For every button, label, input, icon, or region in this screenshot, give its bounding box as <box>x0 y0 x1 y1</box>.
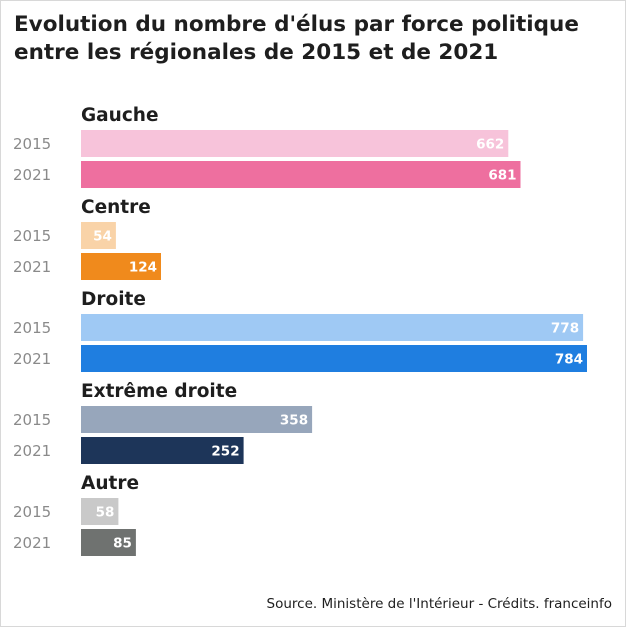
value-label-extreme-droite-2021: 252 <box>211 444 239 460</box>
bar-centre-2021 <box>81 253 161 280</box>
bar-gauche-2021 <box>81 161 521 188</box>
value-label-autre-2015: 58 <box>96 505 115 521</box>
group-label-centre: Centre <box>81 197 151 218</box>
bar-extreme-droite-2021 <box>81 437 244 464</box>
chart-title-line-2: entre les régionales de 2015 et de 2021 <box>14 40 499 65</box>
year-label-centre-2021: 2021 <box>13 258 51 276</box>
bar-extreme-droite-2015 <box>81 406 313 433</box>
chart-title-line-1: Evolution du nombre d'élus par force pol… <box>14 12 579 37</box>
year-label-gauche-2021: 2021 <box>13 166 51 184</box>
value-label-gauche-2021: 681 <box>488 168 516 184</box>
year-label-droite-2021: 2021 <box>13 350 51 368</box>
group-label-extreme-droite: Extrême droite <box>81 381 237 402</box>
bar-droite-2021 <box>81 345 587 372</box>
year-label-extreme-droite-2015: 2015 <box>13 411 51 429</box>
year-label-autre-2021: 2021 <box>13 534 51 552</box>
group-label-gauche: Gauche <box>81 105 159 126</box>
bar-droite-2015 <box>81 314 584 341</box>
value-label-extreme-droite-2015: 358 <box>280 413 308 429</box>
year-label-autre-2015: 2015 <box>13 503 51 521</box>
group-label-autre: Autre <box>81 473 139 494</box>
year-label-centre-2015: 2015 <box>13 227 51 245</box>
source-credit: Source. Ministère de l'Intérieur - Crédi… <box>266 596 612 612</box>
value-label-droite-2015: 778 <box>551 321 579 337</box>
year-label-droite-2015: 2015 <box>13 319 51 337</box>
value-label-centre-2015: 54 <box>93 229 112 245</box>
value-label-droite-2021: 784 <box>555 352 583 368</box>
bar-autre-2021 <box>81 529 136 556</box>
value-label-centre-2021: 124 <box>129 260 157 276</box>
bar-centre-2015 <box>81 222 116 249</box>
value-label-gauche-2015: 662 <box>476 137 504 153</box>
chart-title: Evolution du nombre d'élus par force pol… <box>14 11 614 67</box>
value-label-autre-2021: 85 <box>113 536 132 552</box>
group-label-droite: Droite <box>81 289 146 310</box>
bar-autre-2015 <box>81 498 119 525</box>
bar-gauche-2015 <box>81 130 509 157</box>
year-label-gauche-2015: 2015 <box>13 135 51 153</box>
year-label-extreme-droite-2021: 2021 <box>13 442 51 460</box>
